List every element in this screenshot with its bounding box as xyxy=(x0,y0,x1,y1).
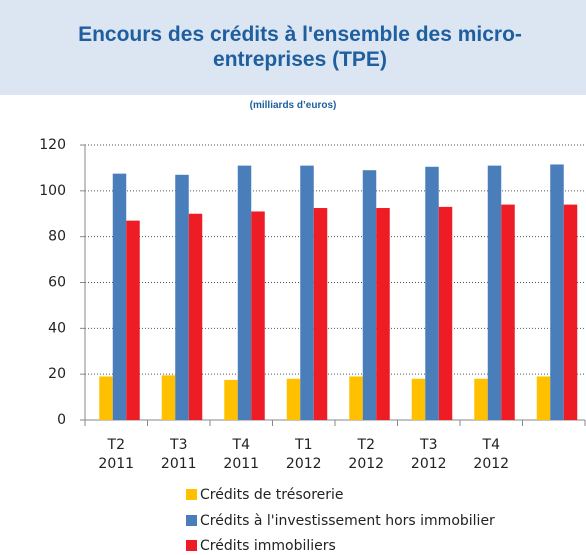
bar xyxy=(300,165,314,420)
y-tick-label: 120 xyxy=(39,137,66,153)
y-tick-label: 60 xyxy=(48,275,66,291)
bar xyxy=(474,378,488,420)
bar xyxy=(286,378,301,420)
title-banner xyxy=(0,0,586,95)
bar xyxy=(550,164,564,420)
y-tick-label: 100 xyxy=(39,183,66,199)
bar xyxy=(126,220,140,420)
bar xyxy=(188,213,203,420)
x-tick-label: T2 2012 xyxy=(348,437,385,472)
bar xyxy=(237,165,252,420)
y-tick-label: 0 xyxy=(57,412,66,428)
bar xyxy=(112,173,127,420)
legend-label: Crédits immobiliers xyxy=(200,538,336,554)
legend-item: Crédits de trésorerie xyxy=(186,486,344,504)
bar xyxy=(175,174,189,420)
bar xyxy=(349,376,363,420)
bar xyxy=(411,378,426,420)
legend-item: Crédits à l'investissement hors immobili… xyxy=(186,512,495,530)
legend-swatch xyxy=(186,540,197,551)
y-tick-label: 40 xyxy=(48,320,66,336)
bar xyxy=(376,208,390,420)
bar xyxy=(425,166,439,420)
bar xyxy=(161,375,176,420)
bar xyxy=(536,376,551,420)
bar xyxy=(99,376,113,420)
bar xyxy=(501,204,515,420)
bar xyxy=(313,208,328,420)
legend-swatch xyxy=(186,489,197,500)
y-tick-label: 80 xyxy=(48,229,66,245)
bar xyxy=(362,170,377,420)
bar xyxy=(224,379,238,420)
x-tick-label: T1 2012 xyxy=(285,437,322,472)
bar xyxy=(563,204,578,420)
y-tick-label: 20 xyxy=(48,366,66,382)
legend-label: Crédits à l'investissement hors immobili… xyxy=(200,512,495,529)
bar xyxy=(487,165,502,420)
x-tick-label: T2 2011 xyxy=(98,437,135,472)
legend-swatch xyxy=(186,514,197,526)
chart-subtitle: (milliards d’euros) xyxy=(249,100,337,111)
bar xyxy=(251,211,265,420)
x-tick-label: T3 2011 xyxy=(160,437,197,472)
x-tick-label: T4 2011 xyxy=(223,437,260,472)
x-tick-label: T4 2012 xyxy=(473,437,510,472)
legend-item: Crédits immobiliers xyxy=(186,537,336,555)
legend-label: Crédits de trésorerie xyxy=(200,487,344,503)
x-tick-label: T3 2012 xyxy=(410,437,447,472)
bar xyxy=(438,206,453,420)
chart-title: Encours des crédits à l'ensemble des mic… xyxy=(78,23,522,71)
